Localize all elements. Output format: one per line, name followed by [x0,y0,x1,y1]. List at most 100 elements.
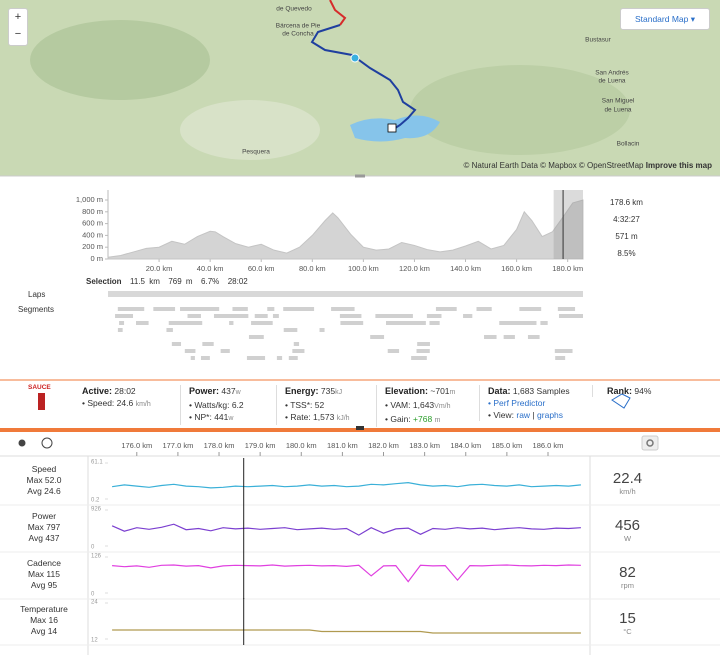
map-place-label: Bárcena de Pie [276,23,321,30]
stat-unit: Vm/h [434,403,451,410]
segment-bar[interactable] [272,314,279,318]
segment-bar[interactable] [115,314,134,318]
x-tick-label: 100.0 km [348,264,379,273]
improve-map-link[interactable]: Improve this map [645,161,712,170]
segment-bar[interactable] [251,321,273,325]
map-place-label: San Andrés [595,70,629,77]
segment-bar[interactable] [416,349,430,353]
stream-name: Power [31,511,57,521]
y-tick-label: 126 [91,554,102,560]
resize-handle[interactable] [356,426,364,430]
segment-bar[interactable] [213,314,249,318]
map-style-button[interactable]: Standard Map ▾ [620,8,710,30]
segment-bar[interactable] [283,328,298,332]
selection-highlight[interactable] [553,190,583,259]
segment-bar[interactable] [200,356,210,360]
segment-bar[interactable] [202,342,214,346]
segment-bar[interactable] [166,328,173,332]
selection-distance: 11.5 km [130,277,160,286]
segment-bar[interactable] [386,321,426,325]
zoom-out-button[interactable]: − [14,28,22,40]
segment-bar[interactable] [283,307,315,311]
segment-bar[interactable] [411,356,427,360]
segments-label: Segments [18,305,55,314]
segment-bar[interactable] [232,307,248,311]
segment-bar[interactable] [220,349,230,353]
stat-sub: Watts/kg: 6.2 [189,400,244,410]
segment-bar[interactable] [267,307,275,311]
segment-bar[interactable] [171,342,182,346]
segment-bar[interactable] [499,321,537,325]
segment-bar[interactable] [184,349,196,353]
segment-bar[interactable] [248,335,264,339]
segment-bar[interactable] [375,314,413,318]
segment-bar[interactable] [331,307,355,311]
settings-button[interactable] [641,435,659,451]
zoom-in-button[interactable]: + [14,11,22,23]
segment-bar[interactable] [187,314,201,318]
x-tick-label: 181.0 km [327,441,358,450]
lap-bar[interactable] [108,291,583,297]
stat-value: 52 [314,400,325,410]
segment-bar[interactable] [417,342,430,346]
segment-bar[interactable] [168,321,203,325]
clock-icon[interactable] [41,437,53,449]
segment-bar[interactable] [387,349,400,353]
selection-time: 28:02 [227,277,248,286]
segment-bar[interactable] [463,314,473,318]
stat-data: Data: 1,683 Samples Perf Predictor View:… [479,385,570,421]
segment-bar[interactable] [135,321,149,325]
segment-bar[interactable] [246,356,266,360]
segment-bar[interactable] [293,342,300,346]
pin-icon[interactable] [18,439,26,447]
y-tick-label: 926 [91,507,102,513]
segment-bar[interactable] [426,314,442,318]
stream-unit: °C [623,627,632,636]
map-route-start [329,0,347,26]
stat-label: Speed: [87,398,115,408]
map-attribution: © Natural Earth Data © Mapbox © OpenStre… [464,161,712,170]
stream-current: 82 [619,564,636,581]
y-tick-label: 0.2 [91,498,100,504]
segment-bar[interactable] [180,307,220,311]
segment-bar[interactable] [190,356,195,360]
segment-bar[interactable] [370,335,385,339]
segment-bar[interactable] [519,307,542,311]
segment-bar[interactable] [319,328,325,332]
stat-sub: TSS*: 52 [285,400,324,410]
segment-bar[interactable] [153,307,176,311]
segment-bar[interactable] [229,321,234,325]
segment-bar[interactable] [119,321,125,325]
segment-bar[interactable] [340,321,364,325]
segment-bar[interactable] [558,314,583,318]
segment-bar[interactable] [292,349,305,353]
view-graphs-link[interactable]: graphs [537,410,564,420]
segment-bar[interactable] [429,321,440,325]
perf-predictor-link[interactable]: Perf Predictor [488,398,545,408]
segment-bar[interactable] [476,307,492,311]
view-raw-link[interactable]: raw [516,410,531,420]
segment-bar[interactable] [288,356,298,360]
segment-bar[interactable] [555,356,566,360]
segment-bar[interactable] [276,356,283,360]
segment-bar[interactable] [254,314,268,318]
segment-bar[interactable] [540,321,548,325]
segment-bar[interactable] [435,307,457,311]
stat-value: 441 [214,412,229,422]
segment-bar[interactable] [117,307,145,311]
stream-max: Max 16 [30,615,58,625]
x-tick-label: 40.0 km [197,264,224,273]
stream-current: 15 [619,610,636,627]
segment-bar[interactable] [503,335,515,339]
map-place-label: de Quevedo [276,6,312,13]
x-tick-label: 120.0 km [399,264,430,273]
segment-bar[interactable] [557,307,576,311]
segment-bar[interactable] [117,328,123,332]
segment-bar[interactable] [527,335,540,339]
summary-grade: 8.5% [617,249,636,258]
segment-bar[interactable] [339,314,362,318]
segment-bar[interactable] [554,349,573,353]
segment-bar[interactable] [484,335,497,339]
stream-current: 15 °C [590,610,665,636]
